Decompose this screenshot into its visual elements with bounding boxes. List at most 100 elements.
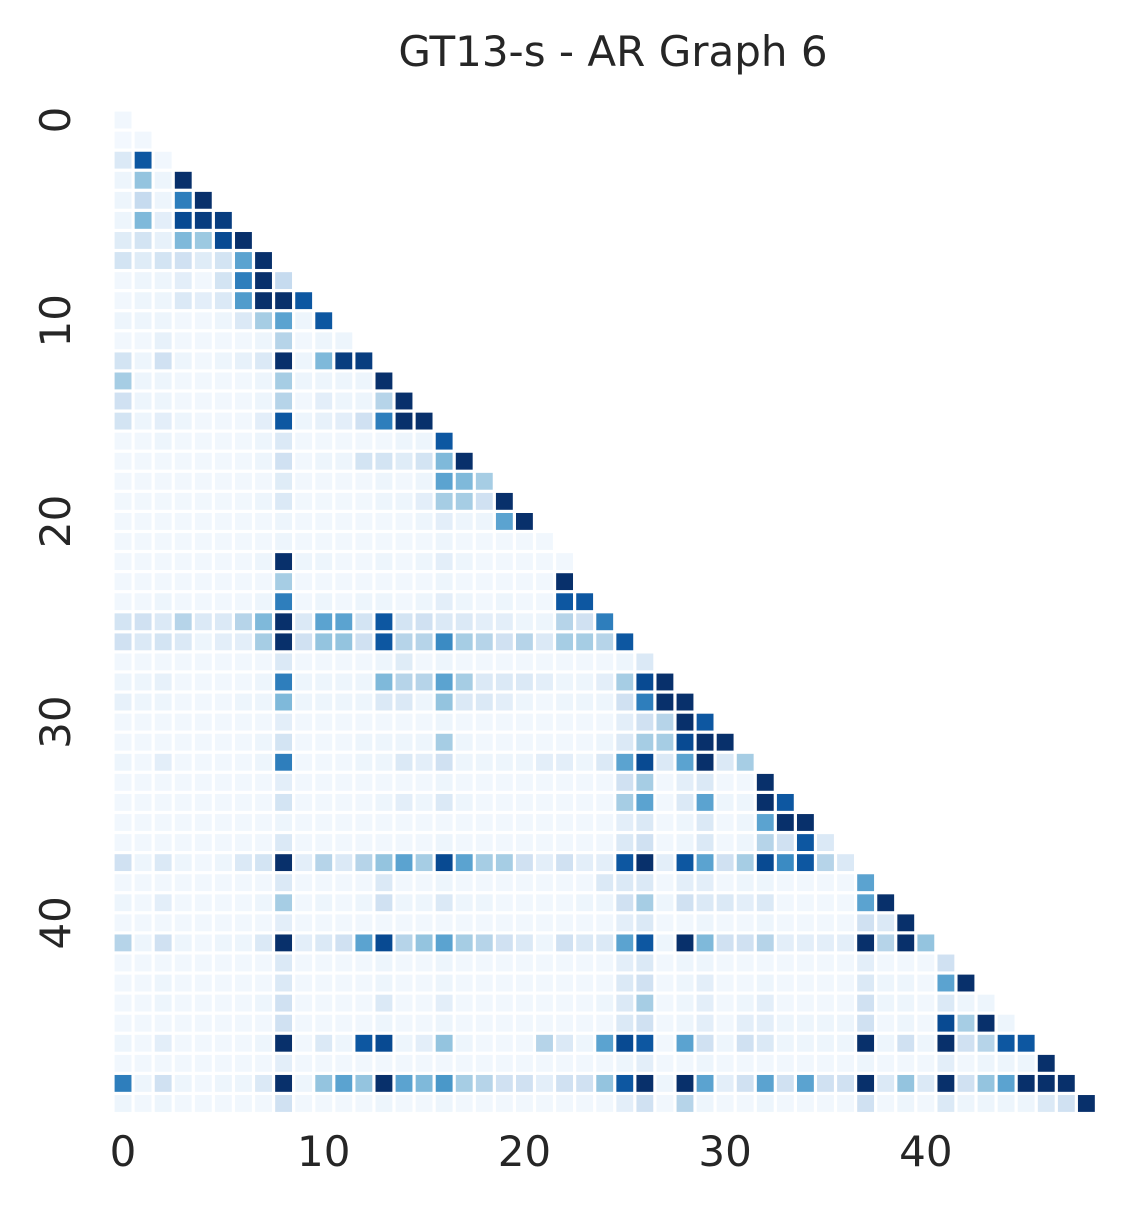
heatmap-cell-23-6 [235, 573, 252, 591]
heatmap-cell-12-11 [335, 352, 353, 370]
heatmap-cell-36-21 [536, 834, 553, 851]
heatmap-cell-33-18 [475, 773, 493, 791]
heatmap-cell-25-23 [576, 613, 594, 631]
heatmap-cell-49-13 [375, 1095, 393, 1112]
heatmap-cell-45-44 [997, 1014, 1015, 1032]
heatmap-cell-35-13 [375, 814, 393, 831]
heatmap-cell-28-8 [275, 673, 293, 691]
heatmap-cell-30-17 [455, 713, 473, 731]
heatmap-cell-49-25 [616, 1095, 634, 1112]
heatmap-cell-7-4 [194, 252, 212, 269]
heatmap-cell-19-15 [415, 492, 433, 510]
heatmap-cell-47-26 [636, 1054, 654, 1072]
heatmap-cell-18-6 [235, 472, 252, 490]
heatmap-cell-47-8 [275, 1054, 293, 1072]
heatmap-cell-20-14 [395, 513, 413, 530]
heatmap-cell-48-26 [636, 1074, 654, 1092]
heatmap-cell-32-21 [536, 753, 553, 771]
heatmap-cell-48-43 [977, 1074, 995, 1092]
heatmap-cell-32-1 [134, 753, 152, 771]
heatmap-cell-47-43 [977, 1054, 995, 1072]
heatmap-cell-49-29 [696, 1095, 714, 1112]
heatmap-cell-38-12 [355, 874, 373, 892]
heatmap-cell-38-21 [536, 874, 553, 892]
heatmap-cell-6-1 [134, 232, 152, 249]
heatmap-cell-49-2 [154, 1095, 172, 1112]
heatmap-cell-46-28 [676, 1034, 694, 1052]
heatmap-cell-27-2 [154, 653, 172, 671]
heatmap-cell-45-18 [475, 1014, 493, 1032]
heatmap-cell-39-5 [214, 894, 232, 912]
heatmap-cell-49-32 [756, 1095, 774, 1112]
heatmap-cell-34-11 [335, 793, 353, 811]
heatmap-cell-17-2 [154, 452, 172, 470]
heatmap-cell-24-13 [375, 593, 393, 611]
heatmap-cell-28-2 [154, 673, 172, 691]
heatmap-cell-38-2 [154, 874, 172, 892]
heatmap-cell-39-20 [516, 894, 533, 912]
heatmap-cell-49-48 [1077, 1095, 1095, 1112]
heatmap-cell-44-2 [154, 994, 172, 1012]
heatmap-cell-15-13 [375, 412, 393, 430]
heatmap-cell-46-9 [295, 1034, 313, 1052]
heatmap-cell-46-29 [696, 1034, 714, 1052]
heatmap-cell-27-4 [194, 653, 212, 671]
heatmap-cell-34-17 [455, 793, 473, 811]
heatmap-cell-24-3 [174, 593, 192, 611]
heatmap-cell-28-25 [616, 673, 634, 691]
heatmap-cells [114, 111, 1095, 1112]
heatmap-cell-41-27 [656, 934, 674, 952]
heatmap-cell-42-38 [877, 954, 895, 972]
heatmap-cell-11-0 [114, 332, 132, 350]
heatmap-cell-29-0 [114, 693, 132, 711]
heatmap-cell-17-7 [255, 452, 272, 470]
heatmap-cell-42-31 [736, 954, 754, 972]
heatmap-cell-42-20 [516, 954, 533, 972]
heatmap-cell-31-29 [696, 733, 714, 751]
heatmap-cell-19-6 [235, 492, 252, 510]
heatmap-cell-23-5 [214, 573, 232, 591]
heatmap-cell-10-7 [255, 312, 272, 330]
heatmap-cell-4-0 [114, 191, 132, 209]
heatmap-cell-25-6 [235, 613, 252, 631]
heatmap-cell-45-10 [315, 1014, 333, 1032]
heatmap-cell-35-31 [736, 814, 754, 831]
heatmap-cell-38-33 [776, 874, 794, 892]
heatmap-cell-13-2 [154, 372, 172, 390]
heatmap-cell-20-20 [516, 513, 533, 530]
heatmap-cell-49-43 [977, 1095, 995, 1112]
heatmap-cell-5-5 [214, 211, 232, 229]
heatmap-cell-31-11 [335, 733, 353, 751]
heatmap-cell-16-15 [415, 432, 433, 450]
heatmap-cell-31-7 [255, 733, 272, 751]
heatmap-cell-20-8 [275, 513, 293, 530]
heatmap-cell-28-24 [596, 673, 614, 691]
heatmap-cell-34-14 [395, 793, 413, 811]
heatmap-cell-15-4 [194, 412, 212, 430]
heatmap-cell-27-13 [375, 653, 393, 671]
heatmap-cell-49-22 [556, 1095, 574, 1112]
heatmap-cell-45-42 [957, 1014, 975, 1032]
heatmap-cell-13-4 [194, 372, 212, 390]
heatmap-cell-19-4 [194, 492, 212, 510]
heatmap-cell-41-24 [596, 934, 614, 952]
heatmap-cell-7-7 [255, 252, 272, 269]
heatmap-cell-43-17 [455, 974, 473, 992]
heatmap-cell-21-8 [275, 533, 293, 550]
heatmap-cell-18-8 [275, 472, 293, 490]
heatmap-cell-44-27 [656, 994, 674, 1012]
heatmap-cell-31-5 [214, 733, 232, 751]
heatmap-cell-46-27 [656, 1034, 674, 1052]
heatmap-cell-43-13 [375, 974, 393, 992]
heatmap-cell-26-6 [235, 633, 252, 651]
heatmap-cell-39-17 [455, 894, 473, 912]
heatmap-cell-36-12 [355, 834, 373, 851]
heatmap-cell-32-3 [174, 753, 192, 771]
heatmap-cell-40-19 [495, 914, 513, 932]
heatmap-cell-34-3 [174, 793, 192, 811]
heatmap-cell-5-0 [114, 211, 132, 229]
heatmap-cell-39-36 [837, 894, 854, 912]
heatmap-cell-49-3 [174, 1095, 192, 1112]
heatmap-cell-20-11 [335, 513, 353, 530]
heatmap-cell-32-5 [214, 753, 232, 771]
